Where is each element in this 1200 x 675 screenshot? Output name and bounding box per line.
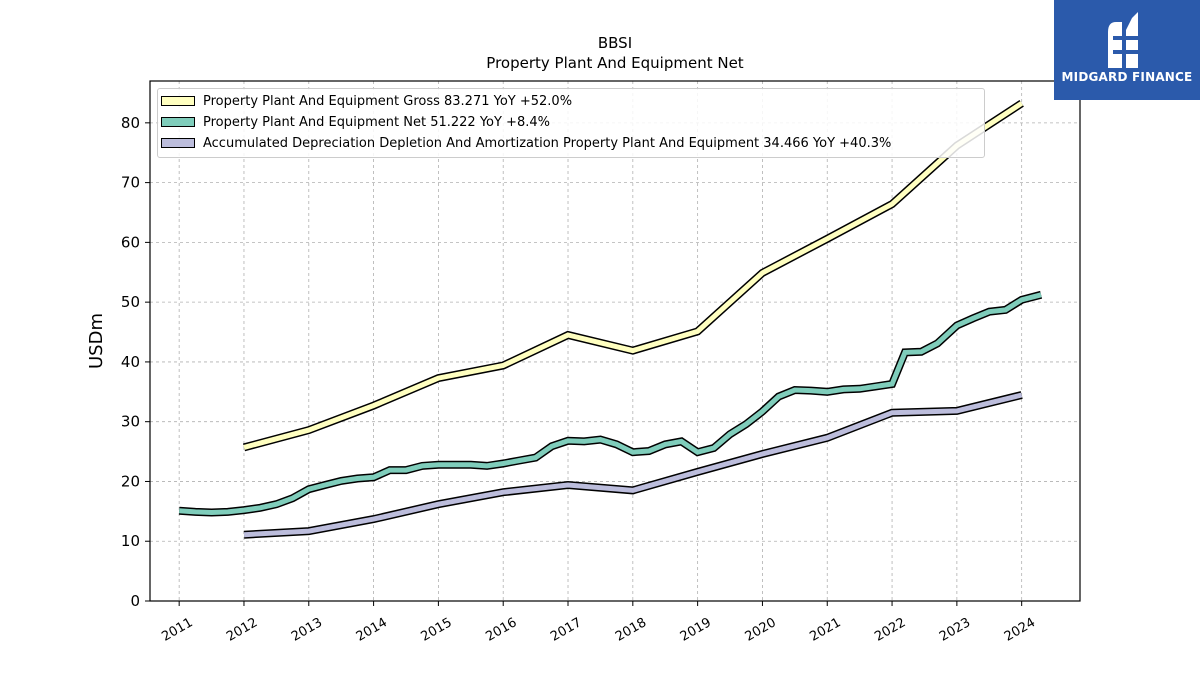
legend-swatch-depreciation [161,138,195,148]
plot-frame [149,80,1081,602]
logo-text: MIDGARD FINANCE [1061,70,1193,84]
legend-label-gross: Property Plant And Equipment Gross 83.27… [203,93,573,109]
legend-label-depreciation: Accumulated Depreciation Depletion And A… [203,135,892,151]
y-tick-label: 0 [130,592,140,610]
grid-lines [150,81,1080,601]
y-axis: 0 10 20 30 40 50 60 70 80 [121,114,150,610]
series-line-net [179,292,1042,516]
series-line-gross [243,101,1024,450]
y-tick-label: 50 [121,293,140,311]
x-tick-label: 2015 [419,615,455,645]
series-group [178,99,1043,539]
x-tick-label: 2018 [613,615,649,645]
x-tick-label: 2016 [483,615,519,645]
logo-mark-icon [1108,12,1141,68]
y-tick-label: 10 [121,532,140,550]
x-tick-label: 2024 [1002,615,1038,645]
x-tick-label: 2023 [937,615,973,645]
x-axis: 2011 2012 2013 2014 2015 2016 2017 2018 2019 2020… [159,601,1038,645]
series-line-depreciation [243,392,1023,538]
x-tick-label: 2017 [548,615,584,645]
x-tick-label: 2019 [678,615,714,645]
legend-swatch-net [161,117,195,127]
chart-title: BBSI [598,34,632,52]
y-axis-label: USDm [86,313,107,369]
chart-subtitle: Property Plant And Equipment Net [486,54,743,72]
x-tick-label: 2022 [872,615,908,645]
legend-item-net: Property Plant And Equipment Net 51.222 … [161,113,550,131]
y-tick-label: 70 [121,174,140,192]
y-tick-label: 20 [121,472,140,490]
y-tick-label: 40 [121,353,140,371]
x-tick-label: 2014 [354,615,390,645]
legend-label-net: Property Plant And Equipment Net 51.222 … [203,114,550,130]
x-tick-label: 2011 [159,615,195,645]
midgard-finance-logo: MIDGARD FINANCE [1054,0,1200,100]
x-tick-label: 2012 [224,615,260,645]
y-tick-label: 80 [121,114,140,132]
chart-legend: Property Plant And Equipment Gross 83.27… [157,88,985,158]
y-tick-label: 30 [121,413,140,431]
legend-swatch-gross [161,96,195,106]
legend-item-gross: Property Plant And Equipment Gross 83.27… [161,92,572,110]
legend-item-depreciation: Accumulated Depreciation Depletion And A… [161,134,891,152]
x-tick-label: 2020 [743,615,779,645]
y-tick-label: 60 [121,233,140,251]
x-tick-label: 2021 [807,615,843,645]
x-tick-label: 2013 [289,615,325,645]
